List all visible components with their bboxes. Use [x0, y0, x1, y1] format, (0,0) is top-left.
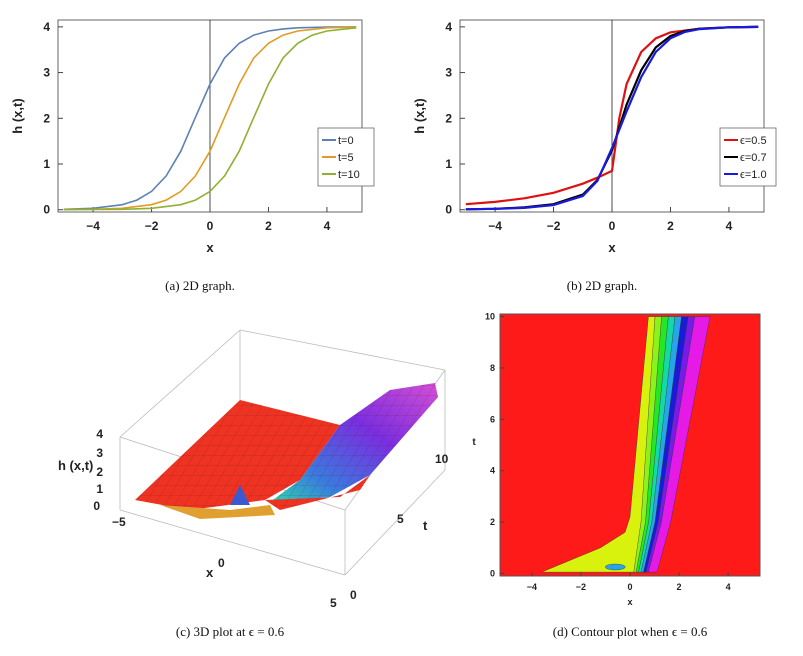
x-tick-label: −4 — [488, 219, 502, 233]
x-axis-label: x — [206, 240, 214, 255]
y-tick-label: 10 — [485, 312, 495, 322]
legend-label: ϵ=0.7 — [740, 152, 767, 164]
c-ttick: 0 — [350, 588, 357, 602]
y-tick-label: 0 — [43, 203, 50, 217]
x-tick-label: 0 — [207, 219, 214, 233]
x-tick-label: −2 — [145, 219, 159, 233]
legend: t=0 t=5 t=10 — [317, 127, 375, 187]
chart-b: −4 −2 0 2 4 0 1 2 3 4 x h (x,t) ϵ=0.5 ϵ=0.7 ϵ=1.0 — [412, 19, 777, 255]
x-tick-label: 0 — [609, 219, 616, 233]
x-tick-label: 2 — [667, 219, 674, 233]
y-tick-label: 3 — [445, 66, 452, 80]
surface-mesh — [135, 383, 438, 519]
x-tick-label: 2 — [265, 219, 272, 233]
y-tick-label: 4 — [490, 466, 495, 476]
x-axis-label: x — [608, 240, 616, 255]
y-tick-label: 0 — [490, 568, 495, 578]
x-tick-label: −2 — [547, 219, 561, 233]
c-ztick: 2 — [96, 465, 103, 479]
x-tick-label: −2 — [576, 582, 586, 592]
series-line-3 — [63, 27, 357, 211]
c-tlabel: t — [423, 518, 428, 533]
chart-a: −4 −2 0 2 4 0 1 2 3 4 x h (x,t) t=0 t=5 t=10 — [10, 19, 375, 255]
y-axis-label: h (x,t) — [412, 98, 427, 133]
c-ztick: 3 — [96, 446, 103, 460]
legend: ϵ=0.5 ϵ=0.7 ϵ=1.0 — [719, 127, 777, 187]
x-tick-label: 0 — [627, 582, 632, 592]
legend-label: t=5 — [338, 152, 354, 164]
y-tick-label: 6 — [490, 414, 495, 424]
series-line-1 — [63, 26, 357, 211]
c-ztick: 4 — [96, 427, 103, 441]
contour-spot — [605, 563, 626, 571]
x-tick-label: −4 — [86, 219, 100, 233]
y-tick-label: 4 — [445, 20, 452, 34]
caption-d: (d) Contour plot when ϵ = 0.6 — [552, 624, 708, 639]
c-zlabel: h (x,t) — [58, 458, 93, 473]
legend-label: ϵ=0.5 — [740, 135, 767, 147]
x-axis-label: x — [627, 597, 632, 607]
c-t-ticks: 0 5 10 — [350, 452, 449, 602]
y-tick-label: 0 — [445, 203, 452, 217]
caption-a: (a) 2D graph. — [165, 278, 235, 293]
y-tick-label: 2 — [445, 111, 452, 125]
chart-c-surface-plot: h (x,t) 4 3 2 1 0 −5 0 5 x 0 5 10 t — [58, 329, 449, 610]
x-tick-label: 4 — [726, 582, 731, 592]
y-tick-label: 1 — [43, 157, 50, 171]
c-ztick: 1 — [96, 482, 103, 496]
caption-c: (c) 3D plot at ϵ = 0.6 — [175, 624, 285, 639]
y-tick-label: 2 — [43, 111, 50, 125]
c-ttick: 10 — [435, 452, 449, 466]
c-xtick: 0 — [218, 556, 225, 570]
y-tick-label: 3 — [43, 66, 50, 80]
y-tick-label: 2 — [490, 517, 495, 527]
y-axis-label: t — [472, 437, 476, 448]
legend-label: t=0 — [338, 135, 354, 147]
legend-label: ϵ=1.0 — [740, 169, 767, 181]
y-tick-label: 1 — [445, 157, 452, 171]
c-xtick: 5 — [330, 596, 337, 610]
x-tick-label: 4 — [726, 219, 733, 233]
x-tick-label: 4 — [324, 219, 331, 233]
c-xtick: −5 — [112, 515, 126, 529]
legend-label: t=10 — [338, 169, 360, 181]
y-axis-label: h (x,t) — [10, 98, 25, 133]
c-x-ticks: −5 0 5 — [112, 515, 337, 610]
chart-d: −4 −2 0 2 4 0 2 4 6 8 10 x t — [472, 312, 761, 607]
x-tick-label: −4 — [527, 582, 537, 592]
y-tick-label: 4 — [43, 20, 50, 34]
series-line-3 — [465, 25, 759, 211]
x-tick-label: 2 — [677, 582, 682, 592]
y-tick-label: 8 — [490, 363, 495, 373]
c-z-ticks: 4 3 2 1 0 — [93, 427, 103, 513]
c-ttick: 5 — [397, 512, 404, 526]
caption-b: (b) 2D graph. — [566, 278, 638, 293]
c-xlabel: x — [206, 565, 214, 580]
series-line-2 — [63, 26, 357, 211]
contour-band-1 — [541, 316, 656, 573]
c-ztick: 0 — [93, 499, 100, 513]
